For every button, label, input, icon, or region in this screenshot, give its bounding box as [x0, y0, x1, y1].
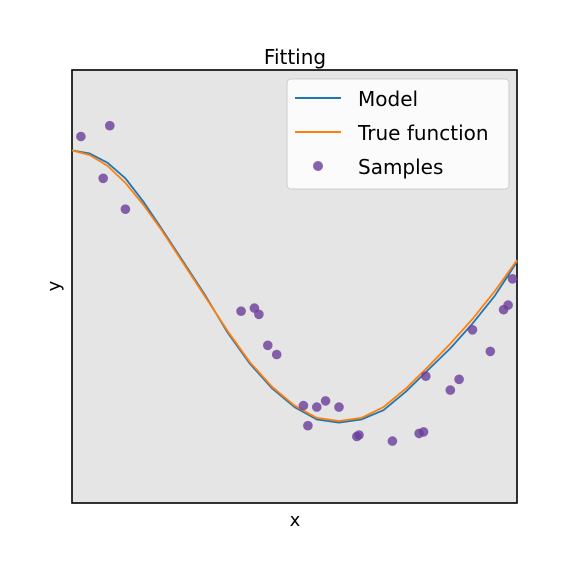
sample-point — [421, 371, 431, 382]
sample-point — [467, 325, 478, 335]
sample-point — [454, 374, 464, 385]
chart-title: Fitting — [264, 45, 326, 69]
series-line-1 — [71, 149, 518, 422]
sample-point — [418, 427, 429, 437]
series-lines — [71, 149, 518, 424]
sample-point — [303, 420, 313, 431]
sample-point — [507, 274, 518, 284]
sample-point — [354, 430, 364, 440]
series-line-0 — [71, 149, 518, 424]
sample-point — [120, 204, 131, 214]
sample-point — [263, 340, 273, 351]
sample-point — [236, 306, 246, 317]
sample-point — [105, 120, 115, 131]
y-axis-label: y — [44, 280, 65, 291]
legend-true-function-label: True function — [357, 121, 489, 145]
legend-box — [286, 78, 510, 190]
sample-point — [76, 131, 86, 142]
sample-point — [312, 402, 322, 412]
sample-point — [334, 402, 344, 412]
legend: Model True function Samples — [286, 78, 510, 190]
sample-point — [298, 400, 309, 411]
sample-point — [485, 346, 496, 357]
sample-point — [503, 300, 513, 310]
sample-point — [98, 173, 108, 184]
sample-point — [254, 309, 264, 320]
sample-point — [445, 385, 456, 395]
legend-model-label: Model — [358, 87, 418, 111]
sample-points — [76, 120, 518, 446]
legend-samples-label: Samples — [358, 155, 443, 179]
legend-samples-swatch — [313, 161, 323, 171]
sample-point — [320, 396, 331, 406]
sample-point — [387, 436, 398, 446]
x-axis-label: x — [290, 510, 301, 531]
sample-point — [271, 349, 282, 360]
